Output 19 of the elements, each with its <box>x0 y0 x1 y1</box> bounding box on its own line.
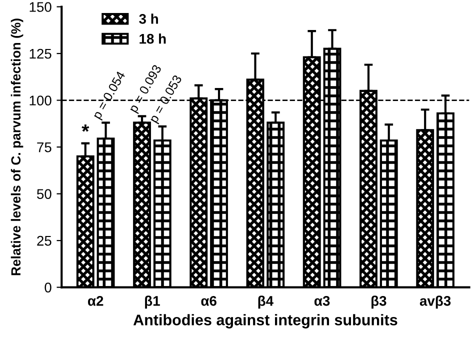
y-tick-label: 25 <box>37 236 52 246</box>
legend-label: 18 h <box>140 34 166 44</box>
y-tick-label: 50 <box>37 189 52 199</box>
y-tick-label: 0 <box>44 282 52 292</box>
legend-label: 3 h <box>139 14 158 24</box>
y-tick-label: 75 <box>37 142 52 152</box>
x-tick-label: avβ3 <box>420 296 451 309</box>
annotation: * <box>82 124 90 132</box>
x-tick-label: β1 <box>145 296 160 309</box>
x-tick-label: α6 <box>201 296 216 306</box>
y-axis-title: Relative levels of C. parvum infection (%) <box>10 18 24 276</box>
y-tick-label: 150 <box>30 2 52 12</box>
x-tick-label: α2 <box>88 296 104 306</box>
y-tick-label: 125 <box>30 48 52 59</box>
x-tick-label: β4 <box>258 296 274 309</box>
x-tick-label: β3 <box>372 296 386 309</box>
x-axis-title: Antibodies against integrin subunits <box>133 314 398 328</box>
x-tick-label: α3 <box>314 296 330 306</box>
y-tick-label: 100 <box>30 96 52 106</box>
